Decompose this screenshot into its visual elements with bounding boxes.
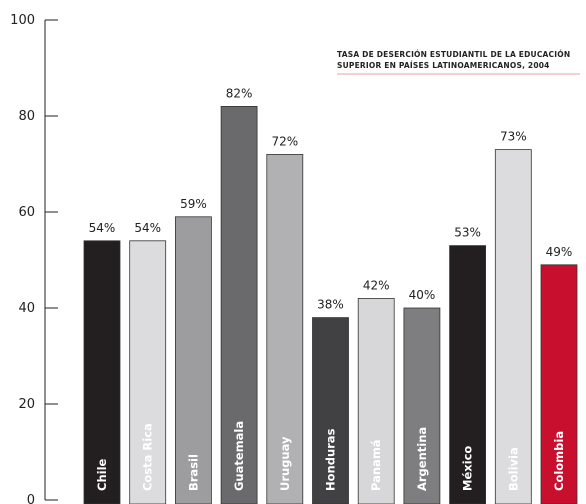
y-tick-label: 60 [18,205,35,220]
bar-honduras [312,317,349,504]
y-tick-label: 80 [18,109,35,124]
bar-value-label: 82% [226,86,253,100]
bar-colombia [540,264,578,504]
category-label: Brasil [186,454,200,491]
bar-value-label: 54% [89,221,116,235]
y-axis: 0 20 40 60 80 100 [10,13,58,504]
chart-title-line-1: TASA DE DESERCIÓN ESTUDIANTIL DE LA EDUC… [337,50,570,59]
bar-value-label: 53% [454,226,481,240]
chart-title-line-2: SUPERIOR EN PAÍSES LATINOAMERICANOS, 200… [337,61,550,70]
category-label: Colombia [552,431,566,491]
y-tick-label: 40 [18,301,35,316]
chart-title: TASA DE DESERCIÓN ESTUDIANTIL DE LA EDUC… [337,50,580,75]
bar-value-label: 59% [180,197,207,211]
bar-uruguay [266,153,304,504]
category-label: Argentina [415,427,429,491]
bar-brasil [174,216,212,504]
y-tick-label: 0 [27,493,35,504]
category-label: Uruguay [278,436,292,491]
category-label: Costa Rica [141,423,155,491]
bar-chile [83,240,121,504]
category-label: México [461,446,475,491]
bar-value-label: 49% [546,245,573,259]
bar-value-label: 72% [271,134,298,148]
bar-costa-rica [129,240,167,504]
y-tick-label: 100 [10,13,35,28]
bars: 54% Chile 54% Costa Rica 59% Brasil 82% Guatema… [83,86,578,504]
bar-guatemala [220,106,258,504]
bar-value-label: 73% [500,130,527,144]
category-label: Bolivia [506,447,520,491]
bar-value-label: 54% [134,221,161,235]
category-label: Honduras [324,428,338,491]
category-label: Panamá [369,439,383,491]
bar-argentina [403,307,441,504]
bar-value-label: 40% [409,288,436,302]
bar-value-label: 42% [363,278,390,292]
bar-bolivia [494,149,532,504]
bar-panamá [357,297,395,504]
bar-méxico [449,245,487,504]
category-label: Guatemala [232,421,246,491]
category-label: Chile [95,458,109,491]
y-tick-label: 20 [18,397,35,412]
bar-value-label: 38% [317,298,344,312]
